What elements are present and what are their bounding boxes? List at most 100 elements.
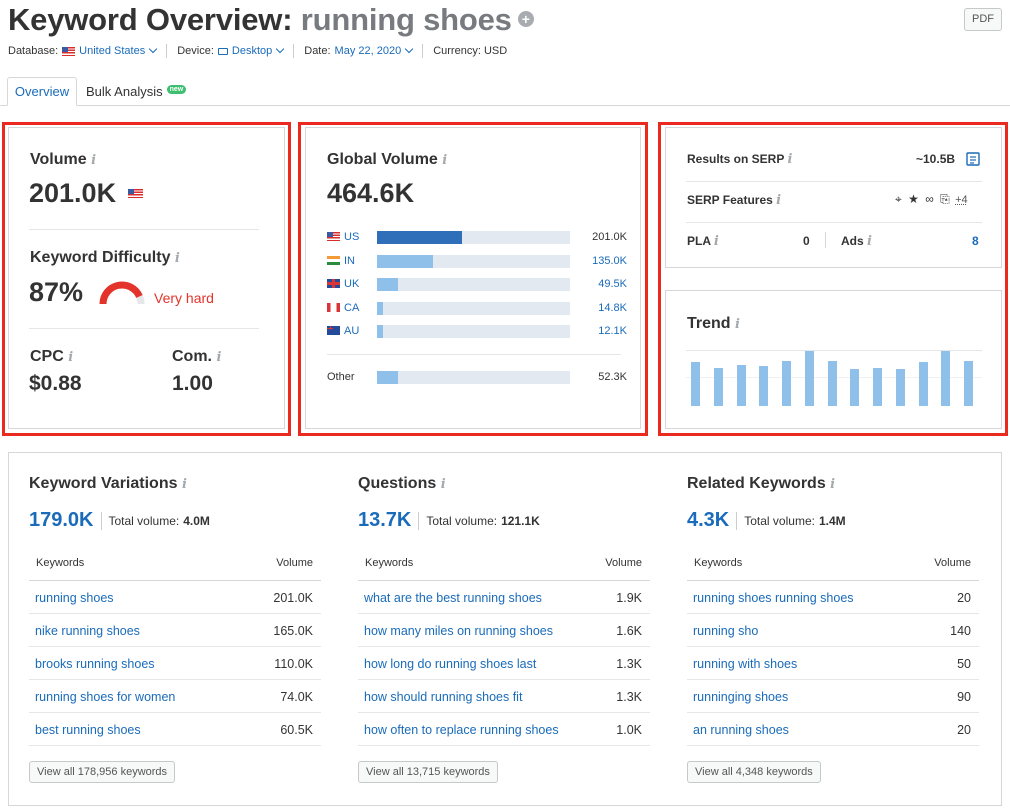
info-icon[interactable]: i [68,350,74,365]
ads-value[interactable]: 8 [972,234,979,248]
country-row-us[interactable]: US 201.0K [327,230,627,246]
trend-bar[interactable] [941,351,951,406]
keyword-link[interactable]: what are the best running shoes [364,591,542,605]
date-select[interactable]: May 22, 2020 [334,45,402,57]
keyword-link[interactable]: running shoes for women [35,690,176,704]
info-icon[interactable]: i [174,251,180,266]
location-pin-icon[interactable]: ⌖ [895,192,902,206]
keyword-volume: 20 [957,723,971,737]
info-icon[interactable]: i [787,152,793,167]
trend-bar[interactable] [964,360,974,406]
us-flag-icon [62,46,76,56]
view-all-button[interactable]: View all 4,348 keywords [687,761,821,783]
title-keyword: running shoes [300,2,512,37]
country-row-au[interactable]: AU 12.1K [327,324,627,340]
country-volume-list: US 201.0K IN 135.0K UK 49.5K CA 14.8K AU 12.1K Oth… [327,230,627,390]
country-flag-icon [327,302,340,312]
keyword-link[interactable]: running with shoes [693,657,798,671]
keywords-column-header[interactable]: Keywords [365,557,414,569]
pdf-button[interactable]: PDF [964,8,1002,31]
kd-label: Keyword Difficulty i [30,249,180,267]
keyword-link[interactable]: runninging shoes [693,690,789,704]
serp-card: Results on SERP i ~10.5B SERP Features i… [665,127,1002,268]
keyword-link[interactable]: running shoes running shoes [693,591,854,605]
keyword-link[interactable]: best running shoes [35,723,141,737]
pla-label-text: PLA [687,234,711,248]
info-icon[interactable]: i [776,193,782,208]
keyword-volume: 60.5K [280,723,313,737]
volume-column-header[interactable]: Volume [605,557,642,569]
country-code-text: US [344,231,360,243]
country-code[interactable]: CA [327,302,359,314]
trend-bar[interactable] [873,367,883,406]
device-select[interactable]: Desktop [231,45,273,57]
keyword-link[interactable]: nike running shoes [35,624,140,638]
country-code-text: AU [344,325,360,337]
keyword-link[interactable]: running sho [693,624,759,638]
tabs-divider [0,105,1010,106]
keyword-link[interactable]: how should running shoes fit [364,690,523,704]
global-volume-label-text: Global Volume [327,151,438,168]
trend-bar[interactable] [713,367,723,406]
trend-bar[interactable] [691,362,700,406]
info-icon[interactable]: i [216,350,222,365]
info-icon[interactable]: i [440,477,446,492]
more-features-link[interactable]: +4 [955,194,968,206]
section-count[interactable]: 13.7K [358,509,412,531]
keyword-volume: 20 [957,591,971,605]
tab-bulk-analysis[interactable]: Bulk Analysis new [86,84,187,99]
view-all-button[interactable]: View all 13,715 keywords [358,761,498,783]
document-icon[interactable]: ⎘ [940,192,950,206]
country-code[interactable]: US [327,231,359,243]
keyword-link[interactable]: how many miles on running shoes [364,624,553,638]
country-code[interactable]: UK [327,278,359,290]
ads-label: Ads i [841,234,872,249]
country-code[interactable]: IN [327,255,355,267]
kd-value: 87% [29,277,84,307]
view-all-button[interactable]: View all 178,956 keywords [29,761,176,783]
link-icon[interactable]: ∞ [925,192,934,206]
trend-bar[interactable] [759,366,769,406]
divider [293,44,295,58]
country-row-in[interactable]: IN 135.0K [327,254,627,270]
chevron-down-icon[interactable] [276,44,285,54]
volume-column-header[interactable]: Volume [934,557,971,569]
info-icon[interactable]: i [867,234,872,249]
star-icon[interactable]: ★ [908,192,919,206]
info-icon[interactable]: i [181,477,187,492]
chevron-down-icon[interactable] [148,44,158,54]
trend-bar[interactable] [736,364,746,406]
tab-overview[interactable]: Overview [7,77,77,106]
add-keyword-icon[interactable]: + [517,11,534,27]
info-icon[interactable]: i [830,477,836,492]
chevron-down-icon[interactable] [404,44,414,54]
volume-bar-fill [377,278,399,291]
keyword-link[interactable]: an running shoes [693,723,789,737]
trend-bar[interactable] [918,362,928,406]
trend-bar[interactable] [782,360,792,406]
keyword-link[interactable]: brooks running shoes [35,657,155,671]
serp-document-icon[interactable] [966,152,980,166]
info-icon[interactable]: i [91,153,97,168]
keyword-link[interactable]: how often to replace running shoes [364,723,559,737]
volume-column-header[interactable]: Volume [276,557,313,569]
trend-bar[interactable] [827,361,837,406]
info-icon[interactable]: i [713,234,719,249]
trend-bar[interactable] [850,369,860,406]
keyword-link[interactable]: how long do running shoes last [364,657,537,671]
info-icon[interactable]: i [442,153,448,168]
country-code[interactable]: AU [327,325,359,337]
tab-bulk-label: Bulk Analysis [86,84,163,99]
country-row-uk[interactable]: UK 49.5K [327,277,627,293]
country-row-ca[interactable]: CA 14.8K [327,301,627,317]
trend-grid [686,350,982,406]
section-count[interactable]: 4.3K [687,509,730,531]
keywords-column-header[interactable]: Keywords [694,557,743,569]
keywords-column-header[interactable]: Keywords [36,557,85,569]
trend-bar[interactable] [895,369,905,406]
section-count[interactable]: 179.0K [29,509,94,531]
info-icon[interactable]: i [735,317,740,332]
keyword-link[interactable]: running shoes [35,591,114,605]
database-select[interactable]: United States [79,45,146,57]
trend-bar[interactable] [804,351,814,406]
